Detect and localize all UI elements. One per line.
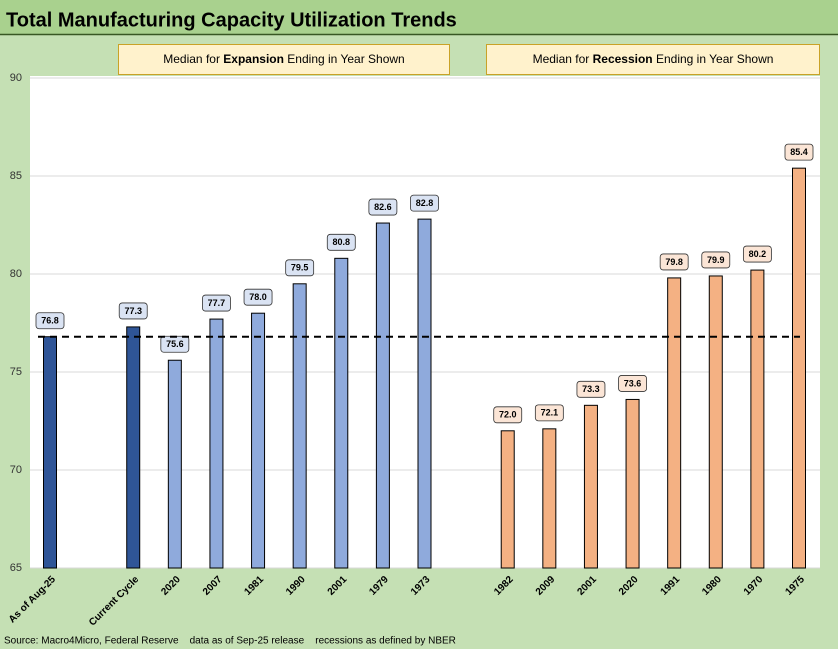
value-label: 73.3 bbox=[582, 384, 600, 394]
y-tick-label: 65 bbox=[10, 562, 22, 574]
value-label-box bbox=[701, 251, 731, 269]
value-label-box bbox=[493, 406, 523, 424]
annotation-text: Ending in Year Shown bbox=[653, 52, 774, 66]
bar bbox=[583, 404, 598, 569]
value-label-box bbox=[326, 233, 356, 251]
value-label: 72.1 bbox=[541, 408, 559, 418]
annotation: Median for Recession Ending in Year Show… bbox=[533, 52, 774, 66]
value-label-box bbox=[534, 404, 564, 422]
value-label-box bbox=[35, 312, 65, 330]
annotation-text: Median for bbox=[163, 52, 223, 66]
value-label: 80.2 bbox=[749, 249, 767, 259]
value-label: 75.6 bbox=[166, 339, 184, 349]
bar bbox=[417, 218, 432, 569]
value-label-box bbox=[659, 253, 689, 271]
y-tick-label: 80 bbox=[10, 268, 22, 280]
annotation: Median for Expansion Ending in Year Show… bbox=[163, 52, 404, 66]
y-tick-label: 70 bbox=[10, 464, 22, 476]
value-label: 72.0 bbox=[499, 410, 517, 420]
annotation-bold: Recession bbox=[593, 52, 653, 66]
annotation-text: Ending in Year Shown bbox=[284, 52, 405, 66]
bar bbox=[334, 257, 349, 569]
annotation-box bbox=[118, 44, 450, 75]
value-label: 85.4 bbox=[790, 147, 808, 157]
value-label-box bbox=[742, 245, 772, 263]
annotation-text: Median for bbox=[533, 52, 593, 66]
bar bbox=[625, 398, 640, 569]
source-note: Source: Macro4Micro, Federal Reserve dat… bbox=[4, 636, 456, 647]
y-tick-label: 85 bbox=[10, 170, 22, 182]
bar bbox=[167, 359, 182, 569]
value-label-box bbox=[410, 194, 439, 212]
value-label: 79.9 bbox=[707, 255, 725, 265]
bar bbox=[542, 428, 557, 569]
value-label-box bbox=[618, 375, 647, 392]
bar bbox=[292, 283, 307, 569]
value-label-box bbox=[118, 302, 148, 320]
bar bbox=[667, 277, 682, 569]
bar bbox=[500, 430, 515, 569]
annotation-bold: Expansion bbox=[223, 52, 284, 66]
value-label: 73.6 bbox=[624, 378, 642, 388]
annotation-box bbox=[486, 44, 820, 75]
value-label: 82.8 bbox=[416, 198, 434, 208]
value-label-box bbox=[784, 143, 814, 161]
bar bbox=[43, 336, 57, 569]
bar bbox=[750, 269, 765, 569]
value-label: 76.8 bbox=[41, 316, 59, 326]
value-label: 77.7 bbox=[208, 298, 226, 308]
value-label-box bbox=[243, 288, 273, 306]
chart-title: Total Manufacturing Capacity Utilization… bbox=[6, 9, 457, 31]
bar bbox=[375, 222, 390, 569]
bar bbox=[251, 312, 266, 569]
value-label-box bbox=[285, 259, 315, 277]
value-label-box bbox=[202, 294, 231, 312]
value-label: 80.8 bbox=[333, 237, 351, 247]
bar bbox=[209, 318, 224, 569]
bar bbox=[792, 167, 806, 569]
value-label-box bbox=[576, 380, 606, 398]
value-label: 78.0 bbox=[249, 292, 267, 302]
y-tick-label: 75 bbox=[10, 366, 22, 378]
value-label-box bbox=[368, 198, 398, 216]
bar bbox=[126, 326, 141, 569]
value-label: 79.5 bbox=[291, 263, 309, 273]
y-tick-label: 90 bbox=[10, 72, 22, 84]
title-bar bbox=[0, 0, 838, 34]
bar bbox=[708, 275, 723, 569]
value-label: 79.8 bbox=[665, 257, 683, 267]
value-label: 77.3 bbox=[124, 306, 142, 316]
value-label: 82.6 bbox=[374, 202, 392, 212]
